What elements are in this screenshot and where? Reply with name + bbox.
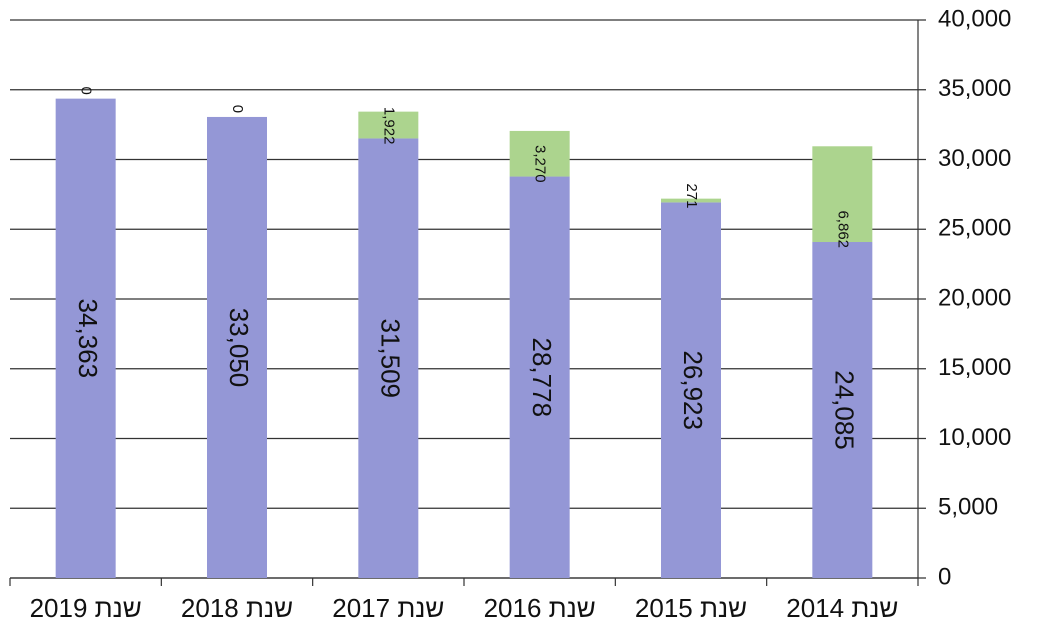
value-label: 31,509 xyxy=(375,318,405,398)
value-label: 26,923 xyxy=(678,350,708,430)
bar-segment xyxy=(661,198,721,203)
value-label: 24,085 xyxy=(829,370,859,450)
value-label: 3,270 xyxy=(532,145,549,183)
value-label: 6,862 xyxy=(834,210,851,248)
bar-segment xyxy=(55,98,116,579)
y-tick-label: 25,000 xyxy=(938,215,1011,242)
bar-segment xyxy=(358,138,419,578)
y-tick-label: 0 xyxy=(938,563,951,590)
bar-segment xyxy=(661,202,721,579)
y-tick-label: 15,000 xyxy=(938,354,1011,381)
bar-segment xyxy=(509,176,570,578)
y-tick-label: 30,000 xyxy=(938,145,1011,172)
x-tick-label: שנת 2014 xyxy=(786,593,898,623)
bar-segment xyxy=(509,130,570,177)
x-tick-label: שנת 2015 xyxy=(635,593,747,623)
bar-segment xyxy=(812,242,873,578)
y-tick-label: 5,000 xyxy=(938,494,998,521)
y-tick-label: 40,000 xyxy=(938,5,1011,32)
y-tick-label: 10,000 xyxy=(938,424,1011,451)
value-label: 271 xyxy=(683,183,700,208)
x-tick-label: שנת 2019 xyxy=(30,593,142,623)
x-tick-label: שנת 2016 xyxy=(484,593,596,623)
y-tick-label: 20,000 xyxy=(938,284,1011,311)
y-tick-label: 35,000 xyxy=(938,75,1011,102)
value-label: 1,922 xyxy=(380,107,397,145)
bar-segment xyxy=(207,116,267,578)
value-label: 28,778 xyxy=(527,338,557,418)
x-tick-label: שנת 2017 xyxy=(332,593,444,623)
bar-segment xyxy=(812,146,873,243)
value-label: 33,050 xyxy=(224,308,254,388)
value-label: 0 xyxy=(229,105,246,113)
bar-segment xyxy=(358,111,419,139)
value-label: 0 xyxy=(78,86,95,94)
value-label: 34,363 xyxy=(73,299,103,379)
x-tick-label: שנת 2018 xyxy=(181,593,293,623)
